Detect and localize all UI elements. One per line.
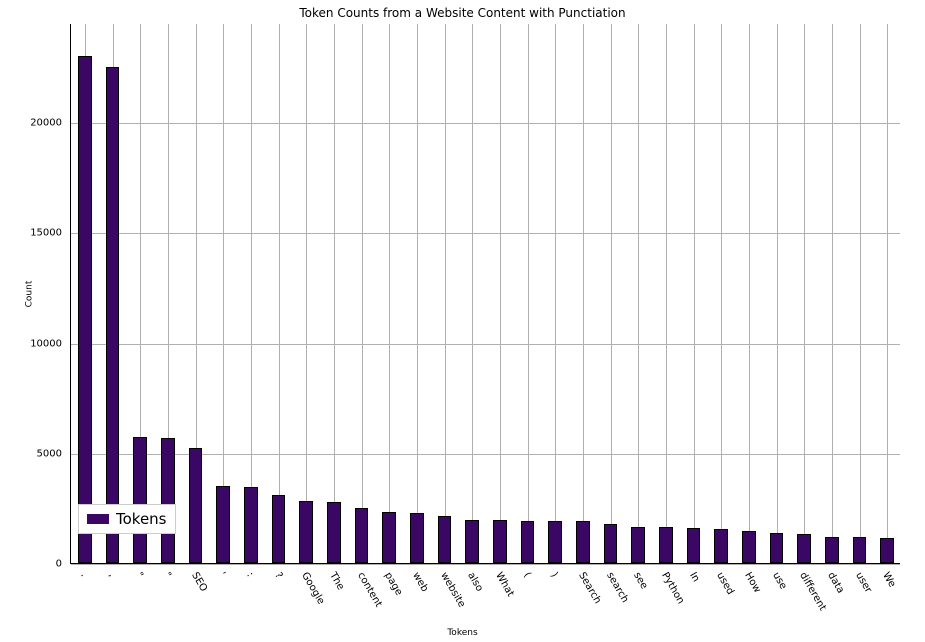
x-tick-label: content bbox=[355, 570, 384, 609]
gridline-h bbox=[71, 564, 900, 565]
x-tick-label: Search bbox=[576, 570, 603, 605]
x-tick-label: Google bbox=[299, 570, 326, 606]
x-tick-label: web bbox=[410, 570, 430, 593]
x-tick-label: page bbox=[382, 570, 404, 597]
gridline-v bbox=[860, 24, 861, 563]
x-tick-label: SEO bbox=[189, 570, 209, 593]
gridline-v bbox=[279, 24, 280, 563]
chart-title: Token Counts from a Website Content with… bbox=[0, 6, 925, 20]
bar bbox=[631, 527, 645, 563]
bar bbox=[770, 533, 784, 563]
x-tick-label: ? bbox=[272, 570, 284, 580]
legend: Tokens bbox=[78, 504, 176, 534]
gridline-v bbox=[611, 24, 612, 563]
gridline-v bbox=[472, 24, 473, 563]
gridline-v bbox=[223, 24, 224, 563]
x-tick-label: " bbox=[133, 570, 145, 579]
bar bbox=[465, 520, 479, 563]
x-tick-label: search bbox=[604, 570, 630, 604]
bar bbox=[604, 524, 618, 563]
bar bbox=[521, 521, 535, 563]
bar bbox=[742, 531, 756, 563]
bar bbox=[576, 521, 590, 563]
x-tick-label: use bbox=[770, 570, 788, 591]
y-axis-label: Count bbox=[24, 281, 34, 308]
bar bbox=[410, 513, 424, 563]
bar bbox=[493, 520, 507, 563]
gridline-v bbox=[251, 24, 252, 563]
x-tick-label: , bbox=[106, 570, 117, 578]
x-tick-label: In bbox=[687, 570, 701, 584]
x-tick-label: see bbox=[631, 570, 649, 591]
gridline-v bbox=[666, 24, 667, 563]
x-tick-label: user bbox=[853, 570, 873, 594]
bar bbox=[382, 512, 396, 563]
x-tick-label: Python bbox=[659, 570, 686, 606]
bar bbox=[272, 495, 286, 563]
gridline-v bbox=[445, 24, 446, 563]
gridline-v bbox=[528, 24, 529, 563]
bar bbox=[687, 528, 701, 563]
x-tick-label: ' bbox=[216, 570, 227, 578]
x-tick-label: data bbox=[825, 570, 846, 595]
gridline-v bbox=[749, 24, 750, 563]
bar bbox=[880, 538, 894, 563]
gridline-v bbox=[887, 24, 888, 563]
x-axis-label: Tokens bbox=[0, 628, 925, 638]
legend-label: Tokens bbox=[116, 510, 167, 528]
gridline-v bbox=[583, 24, 584, 563]
bar bbox=[216, 486, 230, 563]
bar bbox=[106, 67, 120, 563]
bar bbox=[161, 438, 175, 563]
gridline-v bbox=[500, 24, 501, 563]
bar bbox=[327, 502, 341, 563]
bar bbox=[244, 487, 258, 563]
bar bbox=[189, 448, 203, 563]
x-tick-label: ) bbox=[548, 570, 559, 579]
bar bbox=[853, 537, 867, 563]
gridline-v bbox=[334, 24, 335, 563]
gridline-v bbox=[777, 24, 778, 563]
bar bbox=[714, 529, 728, 563]
bar bbox=[78, 56, 92, 563]
gridline-v bbox=[389, 24, 390, 563]
y-tick-label: 10000 bbox=[30, 338, 62, 349]
y-tick-label: 5000 bbox=[37, 448, 62, 459]
x-tick-label: ( bbox=[521, 570, 532, 579]
bar bbox=[548, 521, 562, 563]
legend-swatch bbox=[87, 514, 109, 524]
bar bbox=[355, 508, 369, 563]
y-tick-label: 0 bbox=[56, 559, 62, 570]
x-tick-label: " bbox=[161, 570, 173, 579]
gridline-v bbox=[417, 24, 418, 563]
x-tick-label: We bbox=[880, 570, 897, 589]
x-tick-label: The bbox=[327, 570, 346, 592]
gridline-v bbox=[804, 24, 805, 563]
x-tick-label: : bbox=[244, 570, 255, 578]
chart-container: Token Counts from a Website Content with… bbox=[0, 0, 925, 642]
y-tick-label: 15000 bbox=[30, 228, 62, 239]
bar bbox=[659, 527, 673, 563]
gridline-v bbox=[721, 24, 722, 563]
x-tick-label: How bbox=[742, 570, 762, 594]
x-tick-label: . bbox=[78, 570, 89, 578]
gridline-v bbox=[638, 24, 639, 563]
x-tick-label: used bbox=[714, 570, 736, 596]
gridline-v bbox=[694, 24, 695, 563]
bar bbox=[299, 501, 313, 563]
bar bbox=[797, 534, 811, 563]
x-tick-label: website bbox=[438, 570, 467, 609]
bar bbox=[133, 437, 147, 563]
x-tick-label: What bbox=[493, 570, 516, 598]
x-tick-label: also bbox=[465, 570, 485, 593]
gridline-v bbox=[555, 24, 556, 563]
gridline-v bbox=[362, 24, 363, 563]
gridline-v bbox=[832, 24, 833, 563]
bar bbox=[438, 516, 452, 563]
x-tick-label: different bbox=[797, 570, 828, 612]
bar bbox=[825, 537, 839, 563]
y-tick-label: 20000 bbox=[30, 118, 62, 129]
plot-area bbox=[70, 24, 900, 564]
gridline-v bbox=[306, 24, 307, 563]
